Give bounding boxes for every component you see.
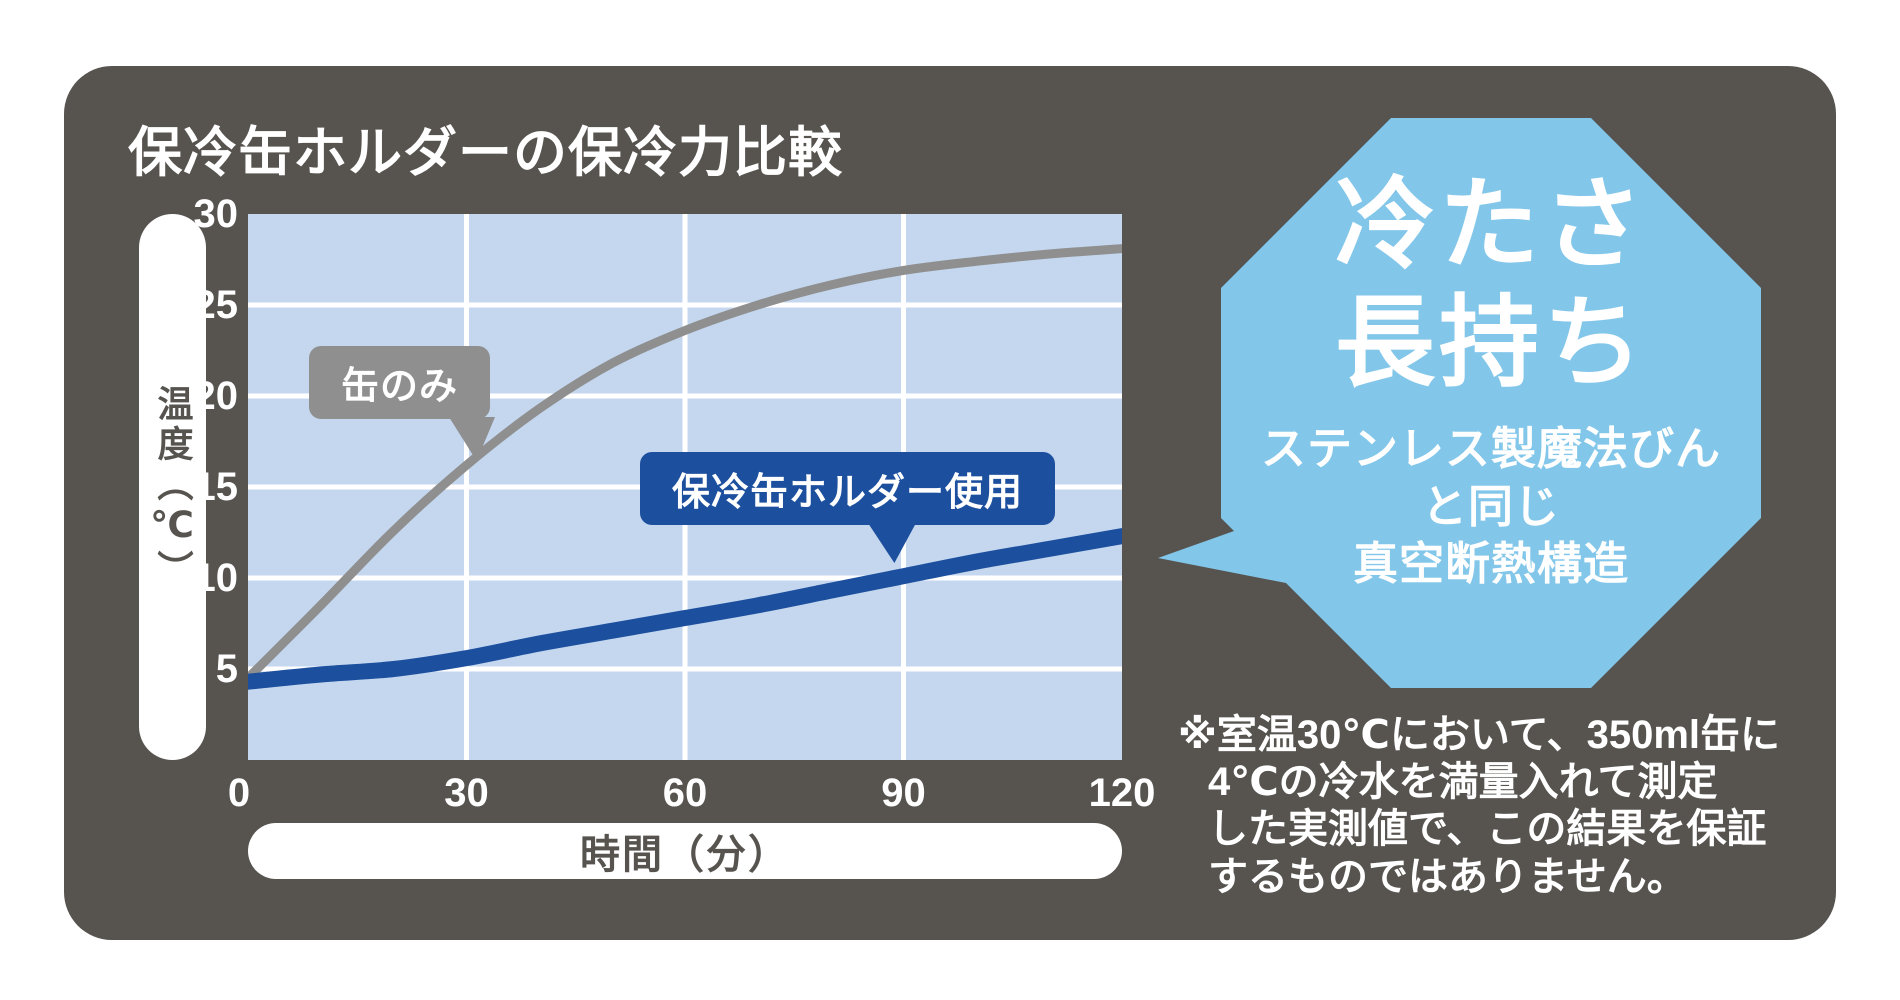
badge-headline-2: 長持ち (1335, 287, 1647, 399)
y-tick: 20 (193, 374, 239, 418)
y-tick: 30 (193, 192, 239, 236)
x-tick: 0 (227, 771, 251, 815)
label-can-only-text: 缶のみ (341, 366, 459, 408)
x-axis-pill: 時間（分） (248, 823, 1122, 879)
x-tick: 30 (444, 771, 489, 815)
y-tick: 15 (193, 465, 239, 509)
footnote-line: するものではありません。 (1208, 854, 1687, 899)
x-axis-label: 時間（分） (580, 833, 790, 877)
badge-callout: 冷たさ 長持ち ステンレス製魔法びん と同じ 真空断熱構造 (1156, 118, 1776, 698)
footnote-line: した実測値で、この結果を保証 (1208, 807, 1767, 852)
label-holder-text: 保冷缶ホルダー使用 (672, 472, 1024, 514)
x-tick: 120 (1088, 771, 1156, 815)
badge-headline-1: 冷たさ (1335, 169, 1647, 281)
badge-text: 冷たさ 長持ち ステンレス製魔法びん と同じ 真空断熱構造 (1221, 166, 1761, 593)
badge-sub-2: と同じ (1421, 480, 1560, 532)
series-line-1 (248, 528, 1122, 690)
footnote-line: ※室温30℃において、350ml缶に (1178, 713, 1781, 757)
badge-octagon-shape (1158, 118, 1761, 688)
y-tick: 5 (215, 647, 238, 691)
y-tick: 10 (193, 556, 239, 600)
footnote-line: 4℃の冷水を満量入れて測定 (1208, 760, 1718, 805)
footnote: ※室温30℃において、350ml缶に 4℃の冷水を満量入れて測定 した実測値で、この… (1178, 712, 1838, 901)
label-can-only-bubble: 缶のみ (309, 346, 495, 461)
y-axis-label: 温度（℃） (152, 384, 194, 590)
x-tick: 60 (662, 771, 708, 815)
series-line-0 (248, 244, 1122, 683)
label-holder-bubble: 保冷缶ホルダー使用 (640, 452, 1056, 563)
chart-title: 保冷缶ホルダーの保冷力比較 (128, 123, 843, 183)
badge-sub-3: 真空断熱構造 (1352, 538, 1629, 590)
y-tick: 25 (193, 283, 239, 327)
y-axis-pill: 温度（℃） (139, 214, 206, 760)
badge-sub-1: ステンレス製魔法びん (1260, 423, 1721, 474)
x-tick: 90 (881, 771, 926, 815)
